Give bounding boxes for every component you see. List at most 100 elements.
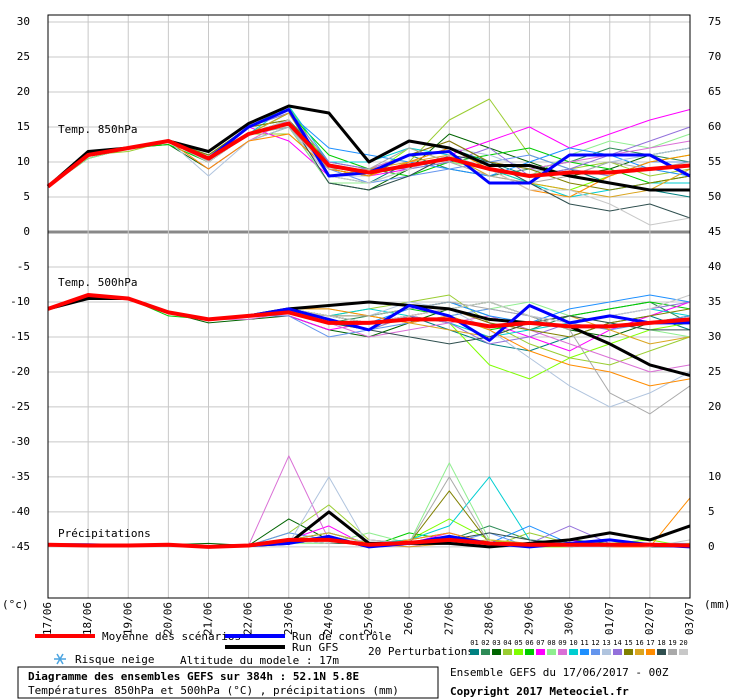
y2-tick-label: 35 xyxy=(708,295,721,308)
y-tick-label: 10 xyxy=(17,155,30,168)
legend-swatch xyxy=(536,649,545,655)
legend-swatch xyxy=(514,649,523,655)
legend-label: 03 xyxy=(492,639,500,647)
x-tick-label: 26/06 xyxy=(402,602,415,635)
legend-swatch xyxy=(558,649,567,655)
legend-swatch xyxy=(657,649,666,655)
x-tick-label: 25/06 xyxy=(362,602,375,635)
x-tick-label: 18/06 xyxy=(81,602,94,635)
legend-label: Run de contrôle xyxy=(292,630,391,643)
legend-label: 16 xyxy=(635,639,643,647)
series-line xyxy=(47,293,691,329)
panel-label: Temp. 500hPa xyxy=(58,276,137,289)
y-tick-label: 30 xyxy=(17,15,30,28)
legend-swatch xyxy=(580,649,589,655)
legend-label: 15 xyxy=(624,639,632,647)
y-tick-label: -5 xyxy=(17,260,30,273)
legend-swatch xyxy=(613,649,622,655)
legend-label: 11 xyxy=(580,639,588,647)
legend-swatch xyxy=(525,649,534,655)
x-tick-label: 03/07 xyxy=(683,602,696,635)
y-tick-label: -30 xyxy=(10,435,30,448)
legend-label: 19 xyxy=(668,639,676,647)
legend-label: 18 xyxy=(657,639,665,647)
y2-tick-label: 70 xyxy=(708,50,721,63)
legend-swatch xyxy=(635,649,644,655)
chart-title: Diagramme des ensembles GEFS sur 384h : … xyxy=(28,670,359,683)
x-tick-label: 20/06 xyxy=(161,602,174,635)
y-axis-label: (°c) xyxy=(2,598,29,611)
panel-label: Précipitations xyxy=(58,527,151,540)
legend-swatch xyxy=(591,649,600,655)
x-tick-label: 21/06 xyxy=(202,602,215,635)
series-line xyxy=(47,537,691,549)
chart-subtitle: Températures 850hPa et 500hPa (°C) , pré… xyxy=(28,684,399,697)
y-tick-label: -10 xyxy=(10,295,30,308)
y2-tick-label: 5 xyxy=(708,505,715,518)
perturbations-label: 20 Perturbations xyxy=(368,645,474,658)
legend-swatch xyxy=(503,649,512,655)
x-tick-label: 17/06 xyxy=(41,602,54,635)
legend-swatch xyxy=(481,649,490,655)
perturbation-legend: 01 02 03 04 05 06 07 08 09 10 11 12 13 14 15 16 17 18 19 20 xyxy=(470,639,688,655)
series-line xyxy=(46,121,691,189)
altitude: Altitude du modele : 17m xyxy=(180,654,339,667)
y-tick-label: 0 xyxy=(23,225,30,238)
legend-label: 05 xyxy=(514,639,522,647)
y2-tick-label: 0 xyxy=(708,540,715,553)
x-tick-label: 28/06 xyxy=(482,602,495,635)
x-tick-label: 30/06 xyxy=(563,602,576,635)
legend-label: 02 xyxy=(481,639,489,647)
legend-swatch xyxy=(547,649,556,655)
y-tick-label: 20 xyxy=(17,85,30,98)
plot-area xyxy=(46,15,691,598)
y-tick-label: -45 xyxy=(10,540,30,553)
x-tick-label: 29/06 xyxy=(523,602,536,635)
y-tick-label: -15 xyxy=(10,330,30,343)
y-tick-label: -40 xyxy=(10,505,30,518)
legend-swatch xyxy=(679,649,688,655)
x-tick-label: 27/06 xyxy=(442,602,455,635)
x-tick-label: 02/07 xyxy=(643,602,656,635)
legend-label: 13 xyxy=(602,639,610,647)
x-tick-label: 19/06 xyxy=(121,602,134,635)
y-tick-label: 25 xyxy=(17,50,30,63)
title-box xyxy=(17,666,439,699)
y-tick-label: 15 xyxy=(17,120,30,133)
legend-label: Run GFS xyxy=(292,641,338,654)
legend-label: 08 xyxy=(547,639,555,647)
legend-label: 04 xyxy=(503,639,511,647)
legend-swatch xyxy=(668,649,677,655)
legend-label: 20 xyxy=(679,639,687,647)
y2-tick-label: 25 xyxy=(708,365,721,378)
y-tick-label: -20 xyxy=(10,365,30,378)
snow-icon xyxy=(54,653,66,665)
y2-tick-label: 20 xyxy=(708,400,721,413)
legend-swatch xyxy=(470,649,479,655)
x-tick-label: 01/07 xyxy=(603,602,616,635)
y2-tick-label: 30 xyxy=(708,330,721,343)
legend-swatch xyxy=(569,649,578,655)
copyright: Copyright 2017 Meteociel.fr xyxy=(450,685,629,698)
y2-tick-label: 55 xyxy=(708,155,721,168)
legend-label: 17 xyxy=(646,639,654,647)
legend-label: 14 xyxy=(613,639,621,647)
run-info: Ensemble GEFS du 17/06/2017 - 00Z xyxy=(450,666,669,679)
y2-tick-label: 50 xyxy=(708,190,721,203)
x-tick-label: 24/06 xyxy=(322,602,335,635)
legend-label: 12 xyxy=(591,639,599,647)
legend-label: 06 xyxy=(525,639,533,647)
legend-swatch xyxy=(624,649,633,655)
x-tick-label: 23/06 xyxy=(282,602,295,635)
y2-tick-label: 60 xyxy=(708,120,721,133)
legend-label: 07 xyxy=(536,639,544,647)
legend-label: 09 xyxy=(558,639,566,647)
y-tick-label: -25 xyxy=(10,400,30,413)
y2-axis-label: (mm) xyxy=(704,598,731,611)
legend-swatch xyxy=(646,649,655,655)
x-tick-label: 22/06 xyxy=(242,602,255,635)
panel-label: Temp. 850hPa xyxy=(58,123,137,136)
y2-tick-label: 10 xyxy=(708,470,721,483)
legend-label: 10 xyxy=(569,639,577,647)
